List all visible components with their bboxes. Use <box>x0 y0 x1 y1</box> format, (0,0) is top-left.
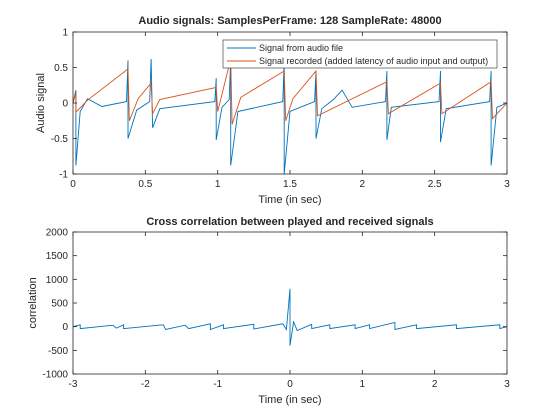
audio-y-tick-label: -0.5 <box>51 134 69 145</box>
correlation-series-group <box>72 288 508 346</box>
correlation-x-tick-label: 3 <box>504 379 510 390</box>
legend-label-audio-file: Signal from audio file <box>259 43 343 53</box>
audio-x-axis-label: Time (in sec) <box>258 194 321 206</box>
correlation-x-tick-label: 0 <box>287 379 293 390</box>
audio-x-tick-label: 0.5 <box>138 179 152 190</box>
cross-correlation-axes: Cross correlation between played and rec… <box>27 216 510 406</box>
audio-x-tick-label: 3 <box>504 179 510 190</box>
audio-ticks: 0 0.5 1 1.5 2 2.5 3 -1 -0.5 0 0.5 1 <box>51 28 510 191</box>
audio-series-1-line <box>72 58 508 125</box>
correlation-y-tick-label: -500 <box>48 346 68 357</box>
legend-label-recorded: Signal recorded (added latency of audio … <box>259 56 488 66</box>
correlation-x-axis-label: Time (in sec) <box>258 394 321 406</box>
correlation-y-tick-label: -1000 <box>42 370 68 381</box>
correlation-x-tick-label: -3 <box>69 379 78 390</box>
audio-y-tick-label: 0 <box>62 99 68 110</box>
correlation-chart-title: Cross correlation between played and rec… <box>146 216 433 228</box>
correlation-y-tick-label: 2000 <box>46 228 69 239</box>
audio-signal-axes: Audio signals: SamplesPerFrame: 128 Samp… <box>35 15 510 206</box>
audio-y-tick-label: 1 <box>62 28 68 39</box>
audio-y-axis-label: Audio signal <box>35 73 47 133</box>
correlation-x-tick-label: 2 <box>432 379 438 390</box>
audio-x-tick-label: 1 <box>215 179 221 190</box>
audio-y-tick-label: -1 <box>59 170 68 181</box>
correlation-series-0-line <box>72 288 508 346</box>
correlation-x-tick-label: 1 <box>360 379 366 390</box>
audio-x-tick-label: 2.5 <box>428 179 442 190</box>
audio-series-group <box>72 58 508 175</box>
audio-x-tick-label: 2 <box>360 179 366 190</box>
correlation-y-tick-label: 1500 <box>46 251 69 262</box>
correlation-y-tick-label: 500 <box>51 299 68 310</box>
correlation-x-tick-label: -1 <box>213 379 222 390</box>
audio-series-0-line <box>72 58 508 175</box>
correlation-ticks: -3 -2 -1 0 1 2 3 -1000 -500 0 500 1000 1500 2000 <box>42 228 510 391</box>
audio-x-tick-label: 1.5 <box>283 179 297 190</box>
correlation-y-axis-label: correlation <box>27 277 39 328</box>
audio-y-tick-label: 0.5 <box>54 63 68 74</box>
audio-chart-title: Audio signals: SamplesPerFrame: 128 Samp… <box>138 15 441 27</box>
correlation-y-tick-label: 0 <box>62 322 68 333</box>
correlation-y-tick-label: 1000 <box>46 275 69 286</box>
correlation-x-tick-label: -2 <box>141 379 150 390</box>
legend-box <box>222 39 498 69</box>
audio-x-tick-label: 0 <box>70 179 76 190</box>
legend: Signal from audio file Signal recorded (… <box>222 39 498 69</box>
